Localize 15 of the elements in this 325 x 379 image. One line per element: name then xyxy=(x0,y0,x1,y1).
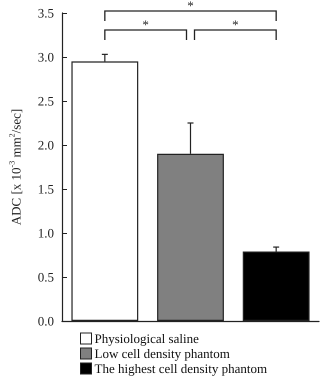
legend-label: The highest cell density phantom xyxy=(94,361,268,376)
legend-label: Physiological saline xyxy=(94,331,200,346)
y-axis-title: ADC [x 10-3 mm2/sec] xyxy=(8,108,24,226)
y-tick-label: 3.5 xyxy=(38,6,54,20)
y-tick-label: 2.0 xyxy=(38,138,54,152)
y-tick-label: 0.5 xyxy=(38,270,54,284)
y-tick-label: 2.5 xyxy=(38,94,54,108)
annotation: * xyxy=(142,17,149,32)
y-tick-label: 1.5 xyxy=(38,182,54,196)
y-tick-label: 0.0 xyxy=(38,314,54,328)
y-tick-label: 1.0 xyxy=(38,226,54,240)
legend-label: Low cell density phantom xyxy=(94,346,230,361)
text: * xyxy=(187,0,194,13)
annotation: * xyxy=(232,17,239,32)
y-tick-label: 3.0 xyxy=(38,50,54,64)
